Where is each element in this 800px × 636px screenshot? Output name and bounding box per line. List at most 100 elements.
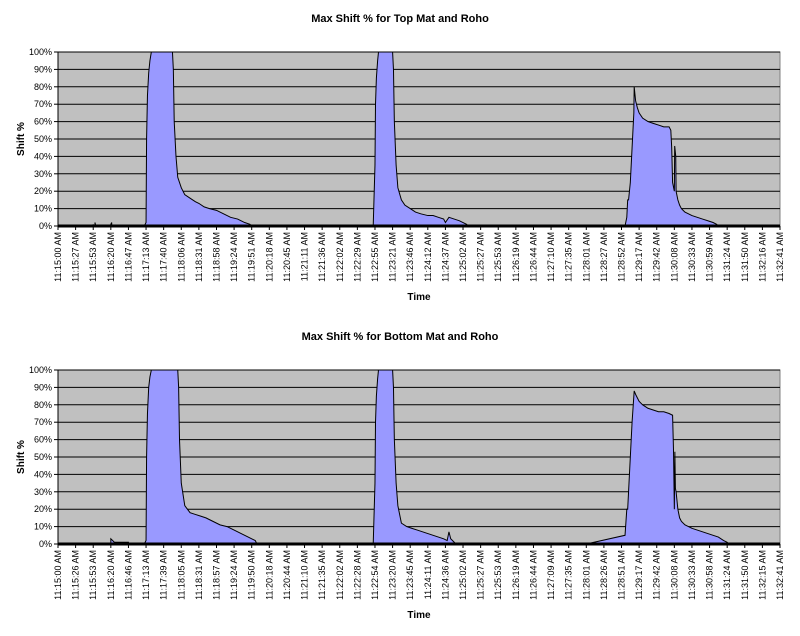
x-tick-label: 11:22:29 AM	[352, 232, 362, 282]
x-tick-label: 11:28:52 AM	[617, 232, 627, 282]
area-series-line	[58, 369, 780, 545]
x-tick-label: 11:17:39 AM	[159, 550, 169, 600]
area-series-fill	[58, 370, 780, 544]
x-tick-label: 11:22:28 AM	[352, 550, 362, 600]
y-tick-label: 90%	[34, 64, 52, 74]
y-tick-label: 70%	[34, 99, 52, 109]
x-tick-label: 11:18:58 AM	[211, 232, 221, 282]
x-tick-label: 11:22:02 AM	[335, 232, 345, 282]
x-tick-label: 11:26:44 AM	[528, 550, 538, 600]
y-axis-title: Shift %	[16, 122, 27, 156]
x-tick-label: 11:18:31 AM	[194, 550, 204, 600]
x-tick-label: 11:31:50 AM	[740, 550, 750, 600]
x-tick-label: 11:27:35 AM	[564, 232, 574, 282]
y-tick-label: 100%	[29, 47, 52, 57]
x-tick-label: 11:18:31 AM	[194, 232, 204, 282]
x-tick-label: 11:25:53 AM	[493, 550, 503, 600]
y-tick-label: 30%	[34, 169, 52, 179]
x-tick-label: 11:28:26 AM	[599, 550, 609, 600]
x-tick-label: 11:28:51 AM	[617, 550, 627, 600]
x-tick-label: 11:15:00 AM	[53, 232, 63, 282]
y-tick-label: 70%	[34, 417, 52, 427]
x-tick-label: 11:30:58 AM	[705, 550, 715, 600]
x-tick-label: 11:25:27 AM	[476, 550, 486, 600]
x-tick-label: 11:15:00 AM	[53, 550, 63, 600]
x-tick-label: 11:15:27 AM	[71, 232, 81, 282]
x-tick-label: 11:16:47 AM	[123, 232, 133, 282]
x-tick-label: 11:21:11 AM	[300, 232, 310, 281]
x-tick-label: 11:30:33 AM	[687, 550, 697, 600]
chart-title: Max Shift % for Top Mat and Roho	[311, 13, 489, 25]
x-tick-label: 11:22:55 AM	[370, 232, 380, 282]
y-tick-label: 10%	[34, 522, 52, 532]
x-tick-label: 11:27:10 AM	[546, 232, 556, 282]
x-tick-label: 11:15:53 AM	[88, 232, 98, 282]
x-tick-label: 11:27:09 AM	[546, 550, 556, 600]
x-tick-label: 11:23:46 AM	[405, 232, 415, 282]
x-tick-label: 11:17:40 AM	[159, 232, 169, 282]
x-tick-label: 11:24:12 AM	[423, 232, 433, 282]
x-tick-label: 11:20:18 AM	[264, 550, 274, 600]
chart-svg: Max Shift % for Top Mat and Roho 0% 10% 20%…	[16, 13, 785, 303]
x-tick-label: 11:29:42 AM	[652, 550, 662, 600]
x-tick-label: 11:29:17 AM	[634, 550, 644, 600]
y-tick-label: 50%	[34, 452, 52, 462]
chart-svg: Max Shift % for Bottom Mat and Roho 0% 10%…	[16, 331, 785, 621]
x-tick-label: 11:32:16 AM	[757, 232, 767, 282]
x-tick-label: 11:24:11 AM	[423, 550, 433, 599]
area-series-fill	[58, 52, 780, 226]
x-tick-label: 11:19:50 AM	[247, 550, 257, 600]
chart-title: Max Shift % for Bottom Mat and Roho	[302, 331, 499, 343]
y-tick-label: 80%	[34, 400, 52, 410]
x-tick-label: 11:20:45 AM	[282, 232, 292, 282]
x-tick-label: 11:21:35 AM	[317, 550, 327, 600]
x-tick-label: 11:25:53 AM	[493, 232, 503, 282]
y-axis-title: Shift %	[16, 440, 27, 474]
x-tick-label: 11:28:01 AM	[581, 550, 591, 600]
x-tick-label: 11:15:26 AM	[71, 550, 81, 600]
x-tick-label: 11:32:15 AM	[757, 550, 767, 600]
x-tick-label: 11:30:08 AM	[669, 232, 679, 282]
x-tick-label: 11:31:24 AM	[722, 550, 732, 600]
x-tick-label: 11:32:41 AM	[775, 550, 785, 600]
y-tick-label: 10%	[34, 204, 52, 214]
x-axis-title: Time	[407, 292, 431, 303]
y-tick-label: 40%	[34, 151, 52, 161]
y-tick-label: 0%	[39, 539, 52, 549]
x-tick-label: 11:26:19 AM	[511, 232, 521, 282]
x-tick-label: 11:29:42 AM	[652, 232, 662, 282]
x-tick-label: 11:22:02 AM	[335, 550, 345, 600]
x-tick-label: 11:31:50 AM	[740, 232, 750, 282]
x-tick-label: 11:28:27 AM	[599, 232, 609, 282]
x-tick-label: 11:17:13 AM	[141, 550, 151, 600]
x-tick-label: 11:18:06 AM	[176, 232, 186, 282]
x-tick-label: 11:22:54 AM	[370, 550, 380, 600]
x-tick-label: 11:23:21 AM	[388, 232, 398, 282]
x-tick-label: 11:30:08 AM	[669, 550, 679, 600]
x-tick-label: 11:17:13 AM	[141, 232, 151, 282]
x-tick-label: 11:16:20 AM	[106, 232, 116, 282]
x-tick-label: 11:18:57 AM	[211, 550, 221, 600]
x-tick-label: 11:16:20 AM	[106, 550, 116, 600]
x-tick-label: 11:21:36 AM	[317, 232, 327, 282]
y-tick-label: 40%	[34, 469, 52, 479]
x-axis-title: Time	[407, 610, 431, 621]
x-tick-label: 11:20:44 AM	[282, 550, 292, 600]
y-tick-label: 90%	[34, 382, 52, 392]
x-tick-label: 11:18:05 AM	[176, 550, 186, 600]
y-tick-label: 20%	[34, 504, 52, 514]
y-tick-label: 50%	[34, 134, 52, 144]
x-tick-label: 11:31:24 AM	[722, 232, 732, 282]
x-tick-label: 11:25:27 AM	[476, 232, 486, 282]
x-tick-label: 11:24:37 AM	[440, 232, 450, 282]
x-tick-label: 11:29:17 AM	[634, 232, 644, 282]
x-tick-label: 11:30:59 AM	[705, 232, 715, 282]
x-tick-label: 11:26:19 AM	[511, 550, 521, 600]
y-tick-label: 60%	[34, 435, 52, 445]
chart-top-mat-roho: Max Shift % for Top Mat and Roho 0% 10% 20%…	[16, 13, 785, 303]
area-series-line	[58, 51, 780, 227]
y-tick-label: 30%	[34, 487, 52, 497]
x-tick-label: 11:28:01 AM	[581, 232, 591, 282]
x-tick-label: 11:27:35 AM	[564, 550, 574, 600]
y-tick-label: 0%	[39, 221, 52, 231]
